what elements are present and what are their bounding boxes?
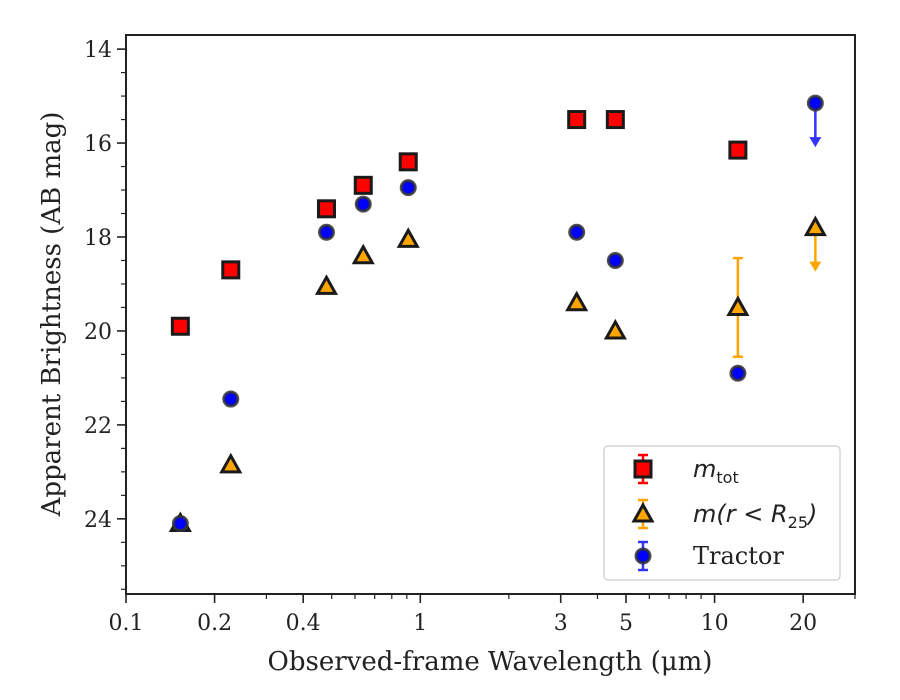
series-square (170, 110, 748, 336)
upper-limit-arrow (809, 137, 822, 148)
y-tick-label: 14 (84, 38, 112, 63)
x-tick-label: 20 (789, 611, 817, 636)
data-point-triangle (603, 318, 627, 340)
x-tick-label: 3 (554, 611, 568, 636)
data-point-square (316, 199, 336, 219)
legend-marker-circle (634, 547, 652, 565)
data-point-square (398, 152, 418, 172)
data-point-square (170, 316, 190, 336)
x-tick-label: 10 (701, 611, 729, 636)
legend-label: mtot (693, 455, 739, 487)
data-point-circle (729, 364, 747, 382)
x-tick-label: 0.4 (286, 611, 321, 636)
upper-limit-arrow (809, 261, 822, 272)
legend-label: m(r < R25) (693, 500, 817, 532)
data-point-square (605, 110, 625, 130)
y-axis-label: Apparent Brightness (AB mag) (37, 112, 67, 518)
axis-ticks: 0.1 0.2 0.4 1 3 5 10 20 14 16 18 20 22 24 (84, 38, 856, 636)
y-tick-label: 16 (84, 132, 112, 157)
y-tick-label: 22 (84, 414, 112, 439)
y-tick-label: 24 (84, 508, 112, 533)
data-point-circle (222, 390, 240, 408)
data-point-triangle (351, 243, 375, 265)
data-point-circle (606, 251, 624, 269)
x-tick-label: 0.2 (197, 611, 232, 636)
data-point-circle (399, 179, 417, 197)
data-point-triangle (219, 452, 243, 474)
data-point-triangle (565, 290, 589, 312)
data-point-square (728, 140, 748, 160)
legend: mtot m(r < R25) Tractor (603, 445, 841, 581)
legend-marker-square (633, 459, 653, 479)
x-tick-label: 5 (619, 611, 633, 636)
legend-box (603, 445, 841, 581)
data-point-triangle (396, 227, 420, 248)
data-point-circle (317, 223, 335, 241)
data-marks (168, 94, 827, 533)
data-point-square (221, 260, 241, 280)
data-point-circle (354, 195, 372, 213)
data-point-triangle (803, 215, 827, 237)
data-point-square (567, 110, 587, 130)
y-tick-label: 18 (84, 226, 112, 251)
data-point-circle (171, 515, 189, 533)
x-tick-label: 1 (413, 611, 427, 636)
series-circle (171, 94, 824, 533)
y-tick-label: 20 (84, 320, 112, 345)
data-point-triangle (726, 295, 750, 316)
plot-frame (125, 34, 856, 595)
series-triangle (168, 215, 827, 533)
data-point-circle (806, 94, 824, 112)
data-point-square (353, 175, 373, 195)
data-point-triangle (314, 274, 339, 295)
legend-marker-triangle (631, 501, 655, 523)
data-point-circle (568, 223, 586, 241)
legend-label: Tractor (693, 542, 784, 570)
x-tick-label: 0.1 (109, 611, 144, 636)
x-axis-label: Observed-frame Wavelength (μm) (268, 647, 713, 677)
